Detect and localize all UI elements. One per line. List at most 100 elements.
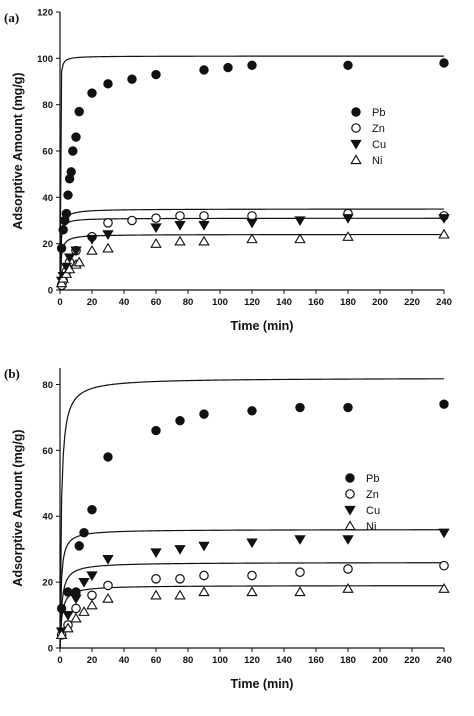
data-point-zn	[127, 215, 137, 226]
x-tick-label: 120	[244, 297, 260, 308]
data-point-ni	[198, 586, 210, 597]
data-point-pb	[74, 541, 84, 551]
x-tick-label: 220	[404, 655, 420, 666]
data-point-zn	[343, 564, 353, 574]
x-tick-label: 60	[151, 655, 162, 666]
data-point-cu	[70, 246, 82, 257]
x-tick-label: 40	[119, 655, 130, 666]
y-tick-label: 0	[48, 286, 53, 297]
data-point-zn	[295, 567, 305, 578]
data-point-ni	[174, 235, 186, 246]
data-point-pb	[439, 399, 449, 409]
y-tick-label: 120	[37, 8, 53, 19]
y-axis-title: Adsorptive Amount (mg/g)	[11, 429, 25, 586]
data-point-pb	[87, 504, 97, 515]
data-point-ni	[294, 586, 306, 597]
data-point-pb	[151, 69, 161, 80]
data-point-cu	[174, 221, 186, 231]
legend-marker-zn	[345, 489, 355, 499]
data-point-ni	[150, 238, 162, 248]
data-point-ni	[342, 583, 354, 593]
data-point-ni	[294, 233, 306, 244]
x-tick-label: 80	[183, 297, 194, 308]
data-point-pb	[56, 243, 67, 254]
legend-marker-cu	[344, 505, 356, 516]
data-point-pb	[199, 65, 209, 75]
x-tick-label: 20	[87, 655, 98, 666]
legend-marker-pb	[345, 473, 355, 483]
x-tick-label: 60	[151, 297, 162, 308]
data-point-pb	[103, 452, 113, 462]
data-point-pb	[175, 416, 185, 426]
x-tick-label: 180	[340, 297, 356, 308]
x-axis-title: Time (min)	[231, 319, 294, 333]
data-point-pb	[343, 60, 353, 70]
fit-curve-zn	[59, 208, 444, 291]
data-point-ni	[102, 242, 114, 253]
x-tick-label: 180	[340, 655, 356, 666]
x-tick-label: 140	[276, 297, 292, 308]
data-point-cu	[174, 545, 186, 555]
data-point-ni	[86, 599, 98, 610]
data-point-zn	[103, 580, 113, 591]
data-point-ni	[198, 235, 210, 246]
y-tick-label: 80	[42, 380, 53, 391]
y-tick-label: 40	[42, 512, 53, 523]
x-tick-label: 220	[404, 297, 420, 308]
data-point-pb	[71, 132, 81, 142]
y-tick-label: 60	[42, 446, 53, 457]
data-point-ni	[342, 231, 354, 241]
data-point-pb	[79, 528, 89, 538]
data-point-pb	[223, 62, 233, 73]
data-point-pb	[68, 146, 78, 156]
y-tick-label: 0	[48, 644, 53, 655]
fit-curve-pb	[59, 55, 444, 291]
data-point-cu	[102, 554, 114, 565]
data-point-ni	[70, 612, 82, 623]
data-point-ni	[55, 277, 68, 288]
data-point-cu	[198, 221, 210, 231]
x-tick-label: 240	[436, 655, 452, 666]
data-point-zn	[439, 560, 449, 571]
data-point-ni	[62, 622, 74, 633]
data-point-pb	[151, 425, 161, 436]
data-point-pb	[295, 402, 305, 413]
x-tick-label: 40	[119, 297, 130, 308]
panel-label: (a)	[4, 10, 19, 25]
data-point-ni	[438, 583, 450, 593]
data-point-ni	[55, 629, 68, 639]
data-point-cu	[342, 535, 354, 545]
data-point-cu	[62, 610, 74, 621]
data-point-pb	[103, 79, 113, 89]
x-tick-label: 100	[212, 297, 228, 308]
legend-label-ni: Ni	[366, 521, 376, 533]
data-point-cu	[246, 218, 258, 229]
data-point-cu	[198, 541, 210, 552]
data-point-ni	[102, 592, 114, 603]
data-point-cu	[70, 594, 82, 605]
data-point-pb	[127, 74, 137, 84]
data-point-cu	[438, 214, 450, 224]
x-tick-label: 200	[372, 297, 388, 308]
data-point-zn	[103, 218, 113, 228]
data-point-zn	[87, 590, 97, 601]
legend-marker-ni	[350, 154, 362, 165]
data-point-ni	[78, 606, 90, 616]
fit-curve-ni	[59, 585, 444, 649]
y-tick-label: 60	[42, 147, 53, 158]
data-point-cu	[438, 528, 450, 539]
data-point-ni	[174, 589, 186, 600]
x-tick-label: 0	[57, 655, 62, 666]
data-point-zn	[175, 574, 185, 584]
data-point-ni	[73, 256, 85, 267]
fit-curve-zn	[59, 562, 444, 649]
data-point-pb	[74, 106, 84, 117]
x-tick-label: 0	[57, 297, 62, 308]
legend-label-cu: Cu	[366, 505, 380, 517]
data-point-pb	[247, 60, 257, 70]
data-point-zn	[247, 570, 257, 581]
y-tick-label: 100	[37, 54, 53, 65]
x-tick-label: 160	[308, 655, 324, 666]
data-point-cu	[294, 216, 306, 227]
